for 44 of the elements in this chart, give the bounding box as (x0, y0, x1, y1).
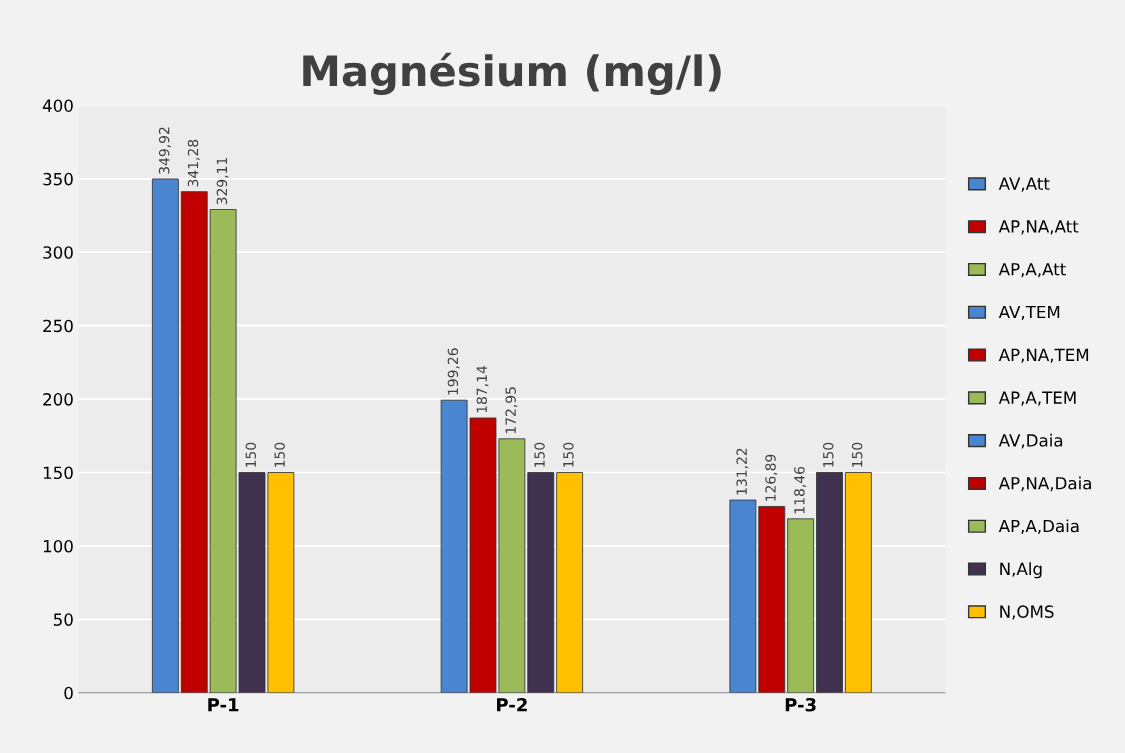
bar (556, 472, 584, 693)
legend-label: N,OMS (1000, 605, 1054, 620)
data-label: 131,22 (736, 448, 749, 495)
data-label: 172,95 (505, 387, 518, 434)
y-tick-label: 0 (64, 686, 73, 700)
bar (151, 178, 179, 693)
data-label: 150 (274, 442, 285, 467)
data-label: 150 (563, 442, 574, 467)
legend-label: AP,NA,Daia (998, 476, 1091, 492)
data-label: 329,11 (216, 158, 229, 205)
y-tick-label: 150 (43, 466, 73, 480)
legend-label: AP,A,Daia (998, 519, 1079, 535)
x-tick-label: P-3 (785, 697, 816, 712)
bar (844, 472, 872, 693)
data-label: 150 (245, 442, 257, 467)
x-tick-label: P-1 (208, 698, 239, 712)
data-label: 349,92 (158, 127, 171, 174)
data-label: 341,28 (187, 139, 200, 187)
y-tick-label: 200 (43, 393, 73, 406)
data-label: 187,14 (476, 365, 489, 413)
legend-label: AP,A,TEM (998, 391, 1076, 406)
x-tick-label: P-2 (497, 697, 527, 712)
chart-title: Magnésium (mg/l) (303, 52, 721, 95)
y-tick-label: 250 (43, 319, 73, 333)
legend-label: N,Alg (1000, 562, 1042, 579)
data-label: 150 (851, 442, 863, 467)
y-tick-label: 50 (53, 613, 73, 626)
y-tick-label: 350 (43, 172, 73, 186)
legend-label: AV,Daia (998, 433, 1063, 449)
y-tick-label: 400 (42, 99, 73, 112)
legend-label: AP,A,Att (998, 263, 1066, 278)
data-label: 150 (823, 442, 834, 467)
data-label: 118,46 (794, 466, 807, 514)
data-label: 199,26 (447, 348, 460, 395)
bar (787, 518, 815, 693)
legend-label: AP,NA,Att (998, 220, 1079, 235)
y-tick-label: 300 (43, 246, 73, 259)
legend-label: AV,TEM (998, 305, 1060, 321)
legend-label: AP,NA,TEM (998, 348, 1089, 363)
legend-label: AV,Att (998, 177, 1050, 192)
data-label: 126,89 (765, 454, 778, 501)
y-tick-label: 100 (43, 539, 73, 553)
bar (816, 472, 843, 693)
data-label: 150 (534, 442, 545, 467)
